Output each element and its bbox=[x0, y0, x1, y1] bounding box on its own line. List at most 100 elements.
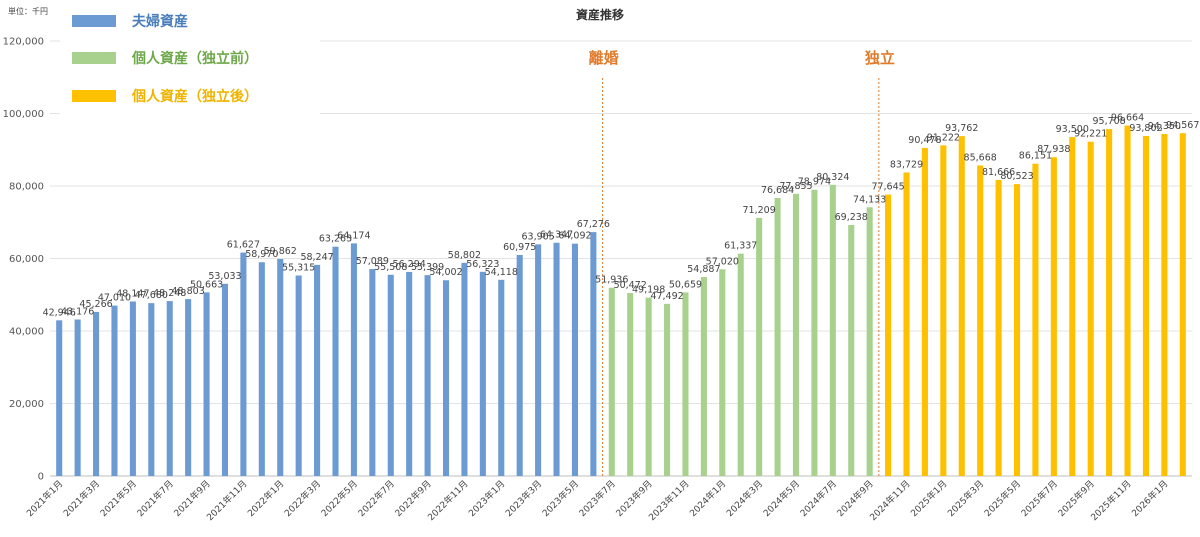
bar bbox=[829, 184, 836, 476]
x-tick-label: 2022年5月 bbox=[319, 478, 360, 519]
x-tick-label: 2021年7月 bbox=[134, 478, 175, 519]
data-label: 93,762 bbox=[945, 123, 978, 134]
data-label: 77,855 bbox=[779, 181, 812, 192]
legend-label-couple: 夫婦資産 bbox=[132, 14, 188, 30]
data-label: 55,315 bbox=[282, 262, 315, 273]
bar bbox=[479, 271, 486, 476]
x-tick-label: 2024年9月 bbox=[834, 478, 875, 519]
data-label: 90,478 bbox=[908, 135, 941, 146]
bar bbox=[461, 262, 468, 476]
data-label: 58,247 bbox=[300, 252, 333, 263]
data-label: 48,803 bbox=[172, 286, 205, 297]
data-label: 83,729 bbox=[890, 159, 923, 170]
bar bbox=[756, 217, 763, 476]
legend-label-personal-before: 個人資産（独立前） bbox=[132, 51, 258, 67]
bar bbox=[221, 283, 229, 476]
bar bbox=[571, 243, 578, 476]
data-label: 50,659 bbox=[669, 279, 702, 290]
data-label: 55,399 bbox=[411, 262, 444, 273]
bar bbox=[516, 254, 523, 476]
data-label: 51,936 bbox=[595, 275, 628, 286]
data-labels: 42,94643,17645,26647,01048,14747,68048,2… bbox=[43, 113, 1200, 319]
data-label: 87,938 bbox=[1037, 144, 1070, 155]
bar bbox=[682, 292, 689, 476]
bar bbox=[332, 246, 339, 476]
x-axis: 2021年1月2021年3月2021年5月2021年7月2021年9月2021年… bbox=[24, 478, 1171, 524]
legend-label-personal-after: 個人資産（独立後） bbox=[132, 89, 258, 105]
bar bbox=[921, 148, 928, 476]
bar bbox=[1087, 141, 1094, 477]
data-label: 47,492 bbox=[650, 291, 683, 302]
x-tick-label: 2025年5月 bbox=[982, 478, 1023, 519]
bar bbox=[295, 275, 302, 476]
bar bbox=[277, 259, 284, 476]
bar bbox=[442, 280, 450, 476]
bar bbox=[387, 274, 394, 476]
data-label: 69,238 bbox=[835, 212, 868, 223]
bar bbox=[535, 244, 542, 476]
data-label: 55,508 bbox=[374, 262, 407, 273]
x-tick-label: 2023年7月 bbox=[576, 478, 617, 519]
bar bbox=[406, 271, 413, 476]
y-tick-label: 40,000 bbox=[9, 327, 44, 338]
data-label: 43,176 bbox=[61, 306, 94, 317]
data-label: 93,802 bbox=[1129, 123, 1162, 134]
y-tick-label: 80,000 bbox=[9, 182, 44, 193]
bar bbox=[553, 242, 560, 476]
x-tick-label: 2024年3月 bbox=[724, 478, 765, 519]
event-independence-label: 独立 bbox=[858, 47, 901, 68]
legend-swatch-personal-after bbox=[72, 90, 116, 102]
bar bbox=[111, 305, 118, 476]
bar bbox=[848, 225, 855, 476]
bar bbox=[129, 301, 136, 476]
bar bbox=[792, 193, 800, 476]
y-tick-label: 0 bbox=[38, 472, 44, 483]
bar bbox=[369, 269, 376, 476]
bar bbox=[148, 303, 155, 476]
y-tick-label: 20,000 bbox=[9, 399, 44, 410]
data-label: 80,523 bbox=[1000, 171, 1033, 182]
data-label: 50,663 bbox=[190, 279, 223, 290]
x-tick-label: 2022年3月 bbox=[282, 478, 323, 519]
data-label: 64,092 bbox=[558, 231, 591, 242]
x-tick-label: 2022年1月 bbox=[245, 478, 286, 519]
data-label: 64,347 bbox=[540, 230, 573, 241]
data-label: 78,974 bbox=[798, 177, 831, 188]
data-label: 48,248 bbox=[153, 288, 186, 299]
data-label: 42,946 bbox=[43, 307, 76, 318]
data-label: 53,033 bbox=[208, 271, 241, 282]
bar bbox=[590, 232, 597, 476]
legend-item-personal-before: 個人資産（独立前） bbox=[72, 47, 258, 69]
data-label: 58,970 bbox=[245, 249, 278, 260]
bar bbox=[166, 301, 173, 476]
bar bbox=[719, 269, 726, 476]
data-label: 74,133 bbox=[853, 194, 886, 205]
data-label: 77,645 bbox=[871, 182, 904, 193]
data-label: 58,802 bbox=[448, 250, 481, 261]
x-tick-label: 2025年1月 bbox=[908, 478, 949, 519]
bar bbox=[811, 189, 818, 477]
unit-label: 単位：千円 bbox=[8, 7, 48, 16]
data-label: 85,668 bbox=[964, 152, 997, 163]
bar bbox=[885, 194, 892, 477]
data-label: 63,263 bbox=[319, 234, 352, 245]
bar bbox=[1069, 137, 1076, 476]
bar bbox=[995, 179, 1002, 476]
y-axis: 0 20,000 40,000 60,000 80,000 100,000 120,000 bbox=[3, 37, 44, 483]
x-tick-label: 2021年9月 bbox=[171, 478, 212, 519]
data-label: 49,198 bbox=[632, 285, 665, 296]
data-label: 56,323 bbox=[466, 259, 499, 270]
bar bbox=[1179, 133, 1186, 476]
bar bbox=[56, 320, 63, 476]
data-label: 61,627 bbox=[227, 240, 260, 251]
bar bbox=[498, 279, 505, 476]
x-tick-label: 2022年9月 bbox=[392, 478, 433, 519]
x-tick-label: 2023年9月 bbox=[613, 478, 654, 519]
data-label: 50,472 bbox=[614, 280, 647, 291]
data-label: 71,209 bbox=[743, 205, 776, 216]
bar bbox=[700, 277, 707, 476]
data-label: 47,010 bbox=[98, 293, 131, 304]
data-label: 92,221 bbox=[1074, 129, 1107, 140]
bar bbox=[1032, 163, 1039, 476]
